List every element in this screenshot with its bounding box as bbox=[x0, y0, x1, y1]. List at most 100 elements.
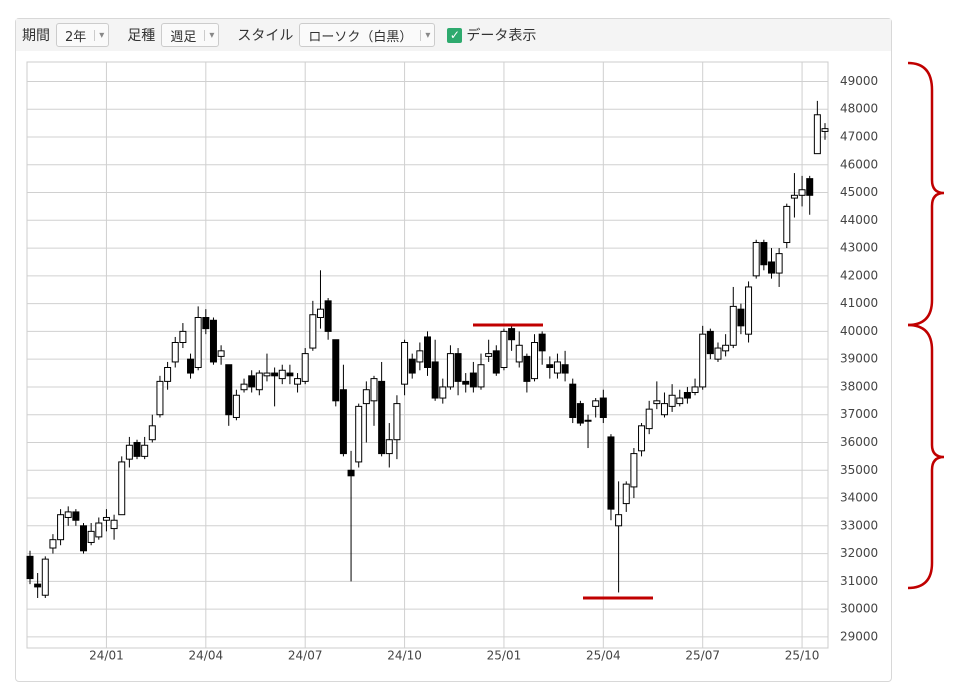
candle-body bbox=[148, 425, 156, 441]
y-tick-label: 35000 bbox=[840, 463, 878, 477]
candle-body bbox=[584, 419, 592, 422]
candle-body bbox=[500, 330, 508, 368]
dropdown-arrow: ▾ bbox=[94, 29, 104, 41]
candle-body bbox=[722, 344, 730, 352]
candle-body bbox=[439, 386, 447, 399]
x-tick-label: 24/01 bbox=[89, 649, 124, 663]
candle-body bbox=[706, 330, 714, 355]
y-tick-label: 42000 bbox=[840, 268, 878, 282]
style-label: スタイル bbox=[237, 28, 294, 44]
candle-body bbox=[316, 308, 324, 319]
y-tick-label: 32000 bbox=[840, 546, 878, 560]
candle-body bbox=[561, 364, 569, 374]
candle-body bbox=[576, 403, 584, 424]
candle-body bbox=[745, 286, 753, 335]
candle-body bbox=[393, 403, 401, 441]
candle-body bbox=[477, 364, 485, 388]
y-tick-label: 38000 bbox=[840, 379, 878, 393]
candle-body bbox=[729, 305, 737, 346]
candle-body bbox=[332, 339, 340, 402]
candle-body bbox=[653, 400, 661, 405]
candle-body bbox=[806, 178, 814, 196]
candle-body bbox=[668, 394, 676, 407]
candle-body bbox=[141, 444, 149, 457]
candle-body bbox=[95, 522, 103, 538]
candle-body bbox=[355, 405, 363, 463]
candle-body bbox=[194, 317, 202, 368]
candle-body bbox=[462, 380, 470, 385]
candle-body bbox=[431, 361, 439, 399]
candle-body bbox=[271, 372, 279, 377]
data-checkbox[interactable]: ✓ bbox=[447, 27, 463, 43]
candle-body bbox=[401, 342, 409, 385]
candle-body bbox=[638, 425, 646, 452]
x-tick-label: 24/07 bbox=[288, 649, 323, 663]
candle-body bbox=[118, 461, 126, 516]
candle-body bbox=[416, 350, 424, 363]
y-tick-label: 47000 bbox=[840, 129, 878, 143]
candle-body bbox=[49, 539, 57, 549]
candle-body bbox=[248, 375, 256, 388]
candle-body bbox=[454, 353, 462, 382]
candle-body bbox=[592, 400, 600, 407]
candle-body bbox=[347, 469, 355, 477]
y-tick-label: 30000 bbox=[840, 602, 878, 616]
candle-body bbox=[339, 389, 347, 455]
candle-body bbox=[362, 389, 370, 405]
x-tick-label: 24/10 bbox=[387, 649, 422, 663]
y-tick-label: 44000 bbox=[840, 213, 878, 227]
x-tick-label: 25/07 bbox=[685, 649, 720, 663]
candle-body bbox=[622, 483, 630, 505]
x-tick-label: 25/01 bbox=[487, 649, 522, 663]
candle-body bbox=[569, 383, 577, 418]
candle-body bbox=[286, 372, 294, 377]
candle-body bbox=[64, 511, 72, 518]
brace bbox=[907, 323, 945, 590]
candle-body bbox=[783, 205, 791, 244]
candle-body bbox=[57, 514, 65, 541]
candle-body bbox=[752, 242, 760, 277]
period-select[interactable]: 2年 ▾ bbox=[56, 23, 110, 47]
bar-select[interactable]: 週足 ▾ bbox=[161, 23, 220, 47]
style-value: ローソク（白黒） bbox=[308, 29, 413, 45]
bar-value: 週足 bbox=[170, 29, 197, 45]
candle-body bbox=[821, 128, 829, 132]
candle-body bbox=[699, 333, 707, 388]
candle-body bbox=[737, 308, 745, 327]
candle-body bbox=[217, 350, 225, 357]
candle-body bbox=[102, 516, 110, 521]
candle-body bbox=[87, 530, 95, 543]
y-tick-label: 49000 bbox=[840, 74, 878, 88]
candle-body bbox=[72, 511, 80, 521]
candle-body bbox=[531, 342, 539, 380]
period-label: 期間 bbox=[22, 28, 50, 44]
candle-body bbox=[255, 372, 263, 391]
x-tick-label: 24/04 bbox=[189, 649, 224, 663]
candle-body bbox=[263, 372, 271, 377]
candle-body bbox=[408, 358, 416, 374]
candle-body bbox=[385, 439, 393, 455]
data-toggle-label[interactable]: データ表示 bbox=[466, 28, 537, 44]
y-tick-label: 45000 bbox=[840, 185, 878, 199]
style-select[interactable]: ローソク（白黒） ▾ bbox=[299, 23, 436, 47]
candle-body bbox=[615, 514, 623, 527]
candle-body bbox=[760, 242, 768, 266]
x-tick-label: 25/04 bbox=[586, 649, 621, 663]
candle-body bbox=[209, 319, 217, 363]
x-tick-label: 25/10 bbox=[785, 649, 820, 663]
candle-body bbox=[676, 397, 684, 405]
candle-body bbox=[232, 394, 240, 418]
candle-body bbox=[309, 314, 317, 349]
y-tick-label: 41000 bbox=[840, 296, 878, 310]
candle-body bbox=[523, 355, 531, 382]
toolbar: 期間 2年 ▾ 足種 週足 ▾ スタイル ローソク（白黒） ▾ ✓ データ表示 bbox=[16, 19, 891, 51]
dropdown-arrow: ▾ bbox=[204, 29, 214, 41]
candle-body bbox=[164, 366, 172, 382]
candle-body bbox=[508, 328, 516, 341]
y-tick-label: 48000 bbox=[840, 102, 878, 116]
candle-body bbox=[515, 344, 523, 363]
y-tick-label: 31000 bbox=[840, 574, 878, 588]
candle-body bbox=[370, 378, 378, 402]
